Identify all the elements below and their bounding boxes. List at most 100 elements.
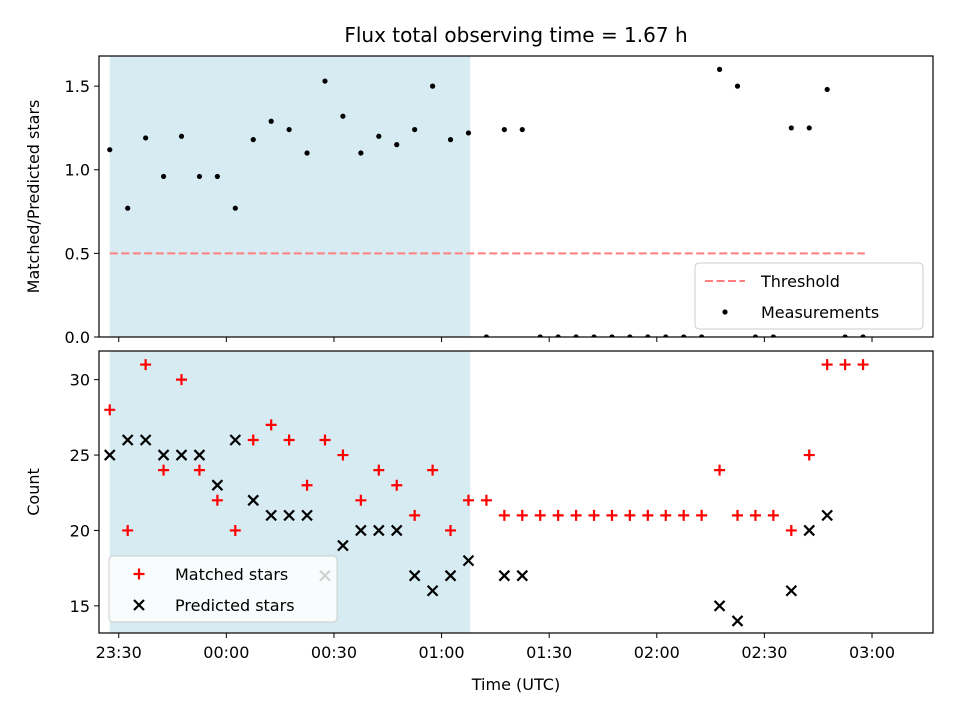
measurements-marker <box>268 118 274 124</box>
y-tick-label: 1.5 <box>65 77 90 96</box>
measurements-marker <box>752 334 759 337</box>
matched-stars-marker <box>140 359 152 371</box>
measurements-marker <box>232 205 238 211</box>
x-tick-label: 02:30 <box>741 643 787 662</box>
matched-stars-marker <box>516 509 528 521</box>
x-tick-label: 00:30 <box>311 643 357 662</box>
measurements-marker <box>483 334 490 337</box>
measurements-marker <box>842 334 848 337</box>
measurements-marker <box>716 66 723 72</box>
y-tick-label: 15 <box>70 597 90 616</box>
legend-measurements-swatch <box>722 309 728 315</box>
legend-label: Matched stars <box>175 565 288 584</box>
legend-label: Measurements <box>761 303 879 322</box>
matched-stars-marker <box>588 509 600 521</box>
y-tick-label: 20 <box>70 521 90 540</box>
measurements-marker <box>627 334 633 337</box>
y-tick-label: 25 <box>70 446 90 465</box>
measurements-marker <box>609 334 615 337</box>
predicted-stars-marker <box>516 569 529 582</box>
predicted-stars-marker <box>337 539 349 552</box>
measurements-marker <box>681 334 687 337</box>
x-tick-label: 01:00 <box>419 643 465 662</box>
matched-stars-marker <box>265 419 277 431</box>
predicted-stars-marker <box>462 554 475 567</box>
matched-stars-marker <box>122 524 134 536</box>
measurements-marker <box>663 334 669 337</box>
predicted-stars-marker <box>211 479 224 491</box>
predicted-stars-marker <box>175 449 188 461</box>
matched-stars-marker <box>714 464 726 476</box>
count-legend: Matched stars Predicted stars <box>108 555 338 623</box>
measurements-marker <box>501 126 507 133</box>
predicted-stars-marker <box>283 509 295 522</box>
matched-stars-marker <box>427 464 439 476</box>
matched-stars-marker <box>319 434 331 446</box>
legend-matched-stars-swatch <box>133 568 145 580</box>
predicted-stars-marker <box>444 569 457 582</box>
predicted-stars-marker <box>193 449 206 461</box>
predicted-stars-marker <box>103 449 116 461</box>
matched-stars-marker <box>193 464 205 476</box>
measurements-marker <box>107 147 113 153</box>
predicted-stars-marker <box>390 524 403 537</box>
matched-stars-marker <box>283 434 295 446</box>
legend-frame <box>108 555 338 623</box>
predicted-stars-marker <box>301 509 313 522</box>
measurements-marker <box>824 86 830 93</box>
legend-label: Predicted stars <box>175 596 295 615</box>
y-tick-label: 0.0 <box>65 328 90 347</box>
measurements-marker <box>196 173 203 180</box>
matched-stars-marker <box>158 464 170 476</box>
ratio-plot-area <box>107 56 866 337</box>
matched-stars-marker <box>803 449 815 461</box>
matched-stars-marker <box>498 509 510 521</box>
predicted-stars-marker <box>121 434 134 446</box>
matched-stars-marker <box>552 509 564 521</box>
matched-stars-marker <box>821 359 833 371</box>
measurements-marker <box>645 334 651 337</box>
matched-stars-marker <box>176 374 188 386</box>
matched-stars-marker <box>104 404 116 416</box>
x-tick-label: 03:00 <box>849 643 895 662</box>
measurements-marker <box>465 130 472 136</box>
ratio-axes-frame <box>98 55 934 338</box>
matched-stars-marker <box>606 509 618 521</box>
matched-stars-marker <box>211 494 223 506</box>
measurements-marker <box>304 150 310 156</box>
predicted-stars-marker <box>355 524 367 537</box>
matched-stars-marker <box>767 509 779 521</box>
matched-stars-marker <box>355 494 367 506</box>
measurements-marker <box>394 142 400 148</box>
matched-stars-marker <box>732 509 744 521</box>
ratio-panel: 0.0 0.5 1.0 1.5 Matched/Predicted stars Thres… <box>24 55 934 347</box>
measurements-marker <box>412 126 418 133</box>
measurements-marker <box>250 137 256 143</box>
measurements-marker <box>376 133 382 139</box>
x-axis-label: Time (UTC) <box>471 675 560 694</box>
count-panel: 23:30 00:00 00:30 01:00 01:30 02:00 02:30 03:00… <box>24 350 934 662</box>
predicted-stars-marker <box>373 524 385 537</box>
matched-stars-marker <box>445 524 457 536</box>
measurements-marker <box>591 334 597 337</box>
matched-stars-marker <box>301 479 313 491</box>
measurements-marker <box>178 133 185 139</box>
measurements-marker <box>734 83 741 89</box>
matched-stars-marker <box>624 509 636 521</box>
legend-frame <box>694 262 924 330</box>
measurements-marker <box>143 135 149 141</box>
measurements-marker <box>322 78 328 84</box>
matched-stars-marker <box>337 449 349 461</box>
measurements-marker <box>519 126 525 133</box>
x-tick-label: 01:30 <box>526 643 572 662</box>
predicted-stars-marker <box>498 569 511 582</box>
predicted-stars-marker <box>247 494 260 507</box>
predicted-stars-marker <box>265 509 277 522</box>
predicted-stars-marker <box>731 615 744 627</box>
matched-stars-marker <box>534 509 546 521</box>
measurements-marker <box>125 205 131 211</box>
legend-label: Threshold <box>760 272 840 291</box>
matched-stars-marker <box>678 509 690 521</box>
x-tick-label: 23:30 <box>96 643 142 662</box>
